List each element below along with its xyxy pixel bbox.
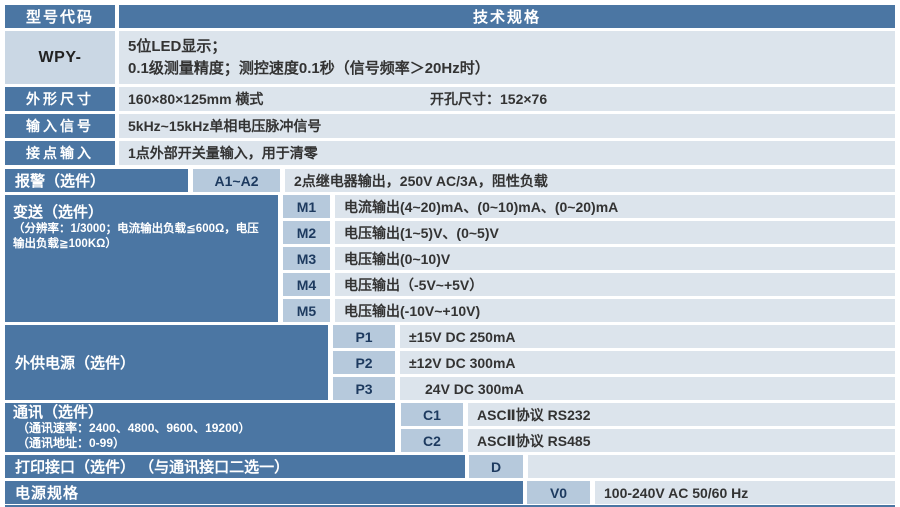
comm-value-c2: ASCⅡ协议 RS485	[468, 429, 895, 452]
alarm-label: 报警（选件）	[5, 169, 188, 192]
alarm-value: 2点继电器输出，250V AC/3A，阻性负载	[285, 169, 895, 192]
transmit-label: 变送（选件）	[13, 204, 104, 221]
print-interface-label: 打印接口（选件） （与通讯接口二选一）	[5, 455, 465, 478]
transmit-code-m2: M2	[283, 221, 330, 244]
aux-power-value-p1: ±15V DC 250mA	[400, 325, 895, 348]
transmit-value-m4: 电压输出（-5V~+5V）	[335, 273, 895, 296]
aux-power-value-p2: ±12V DC 300mA	[400, 351, 895, 374]
transmit-code-m3: M3	[283, 247, 330, 270]
transmit-code-m5: M5	[283, 299, 330, 322]
header-model-code: 型号代码	[5, 5, 115, 28]
transmit-note: （分辨率：1/3000；电流输出负载≦600Ω，电压输出负载≧100KΩ）	[13, 223, 259, 250]
aux-power-label: 外供电源（选件）	[5, 325, 328, 400]
transmit-code-m4: M4	[283, 273, 330, 296]
comm-label: 通讯（选件）	[13, 403, 104, 421]
print-interface-code: D	[469, 455, 523, 478]
print-interface-value	[528, 455, 895, 478]
comm-code-c2: C2	[401, 429, 463, 452]
contact-input-label: 接点输入	[5, 141, 115, 165]
aux-power-code-p2: P2	[333, 351, 395, 374]
cutout-dimensions: 开孔尺寸：152×76	[430, 91, 548, 107]
aux-power-code-p3: P3	[333, 377, 395, 400]
power-spec-code: V0	[527, 481, 590, 504]
dimensions-label: 外形尺寸	[5, 87, 115, 111]
input-signal-label: 输入信号	[5, 114, 115, 138]
transmit-value-m3: 电压输出(0~10)V	[335, 247, 895, 270]
dimensions-value: 160×80×125mm 横式	[128, 91, 264, 107]
transmit-code-m1: M1	[283, 195, 330, 218]
header-tech-spec: 技术规格	[119, 5, 895, 28]
comm-rate-note: （通讯速率：2400、4800、9600、19200）	[17, 420, 251, 435]
alarm-code: A1~A2	[193, 169, 280, 192]
power-spec-value: 100-240V AC 50/60 Hz	[595, 481, 895, 504]
model-spec-cell: 5位LED显示； 0.1级测量精度；测控速度0.1秒（信号频率＞20Hz时）	[119, 31, 895, 84]
transmit-label-cell: 变送（选件） （分辨率：1/3000；电流输出负载≦600Ω，电压输出负载≧10…	[5, 195, 278, 322]
comm-label-cell: 通讯（选件） （通讯速率：2400、4800、9600、19200） （通讯地址…	[5, 403, 395, 452]
power-spec-label: 电源规格	[5, 481, 523, 504]
bottom-cutoff-strip	[5, 505, 895, 507]
comm-value-c1: ASCⅡ协议 RS232	[468, 403, 895, 426]
model-precision-line: 0.1级测量精度；测控速度0.1秒（信号频率＞20Hz时）	[128, 59, 490, 77]
comm-code-c1: C1	[401, 403, 463, 426]
transmit-value-m5: 电压输出(-10V~+10V)	[335, 299, 895, 322]
comm-address-note: （通讯地址：0-99）	[17, 435, 126, 450]
model-display-line: 5位LED显示；	[128, 37, 227, 55]
model-code-cell: WPY-	[5, 31, 115, 84]
dimensions-value-cell: 160×80×125mm 横式 开孔尺寸：152×76	[119, 87, 895, 111]
transmit-value-m2: 电压输出(1~5)V、(0~5)V	[335, 221, 895, 244]
aux-power-value-p3: 24V DC 300mA	[400, 377, 895, 400]
input-signal-value: 5kHz~15kHz单相电压脉冲信号	[119, 114, 895, 138]
aux-power-code-p1: P1	[333, 325, 395, 348]
contact-input-value: 1点外部开关量输入，用于清零	[119, 141, 895, 165]
transmit-value-m1: 电流输出(4~20)mA、(0~10)mA、(0~20)mA	[335, 195, 895, 218]
